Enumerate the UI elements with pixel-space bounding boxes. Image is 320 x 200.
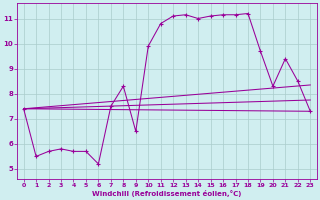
- X-axis label: Windchill (Refroidissement éolien,°C): Windchill (Refroidissement éolien,°C): [92, 190, 242, 197]
